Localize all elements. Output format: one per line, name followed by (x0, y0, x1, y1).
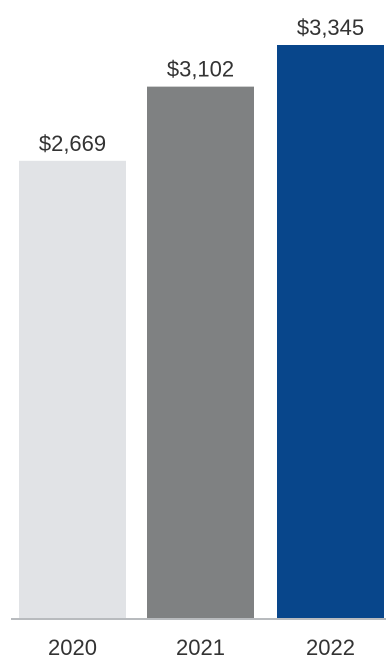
value-label-2020: $2,669 (39, 131, 106, 156)
bar-2022 (277, 45, 384, 618)
x-tick-labels-group: 2020 2021 2022 (48, 635, 355, 660)
bars-group (19, 45, 384, 619)
value-label-2022: $3,345 (297, 15, 364, 40)
bar-2020 (19, 160, 126, 618)
x-tick-label-2021: 2021 (176, 635, 225, 660)
x-tick-label-2022: 2022 (306, 635, 355, 660)
bar-2021 (147, 86, 254, 619)
x-tick-label-2020: 2020 (48, 635, 97, 660)
value-labels-group: $2,669 $3,102 $3,345 (39, 15, 364, 156)
value-label-2021: $3,102 (167, 57, 234, 82)
